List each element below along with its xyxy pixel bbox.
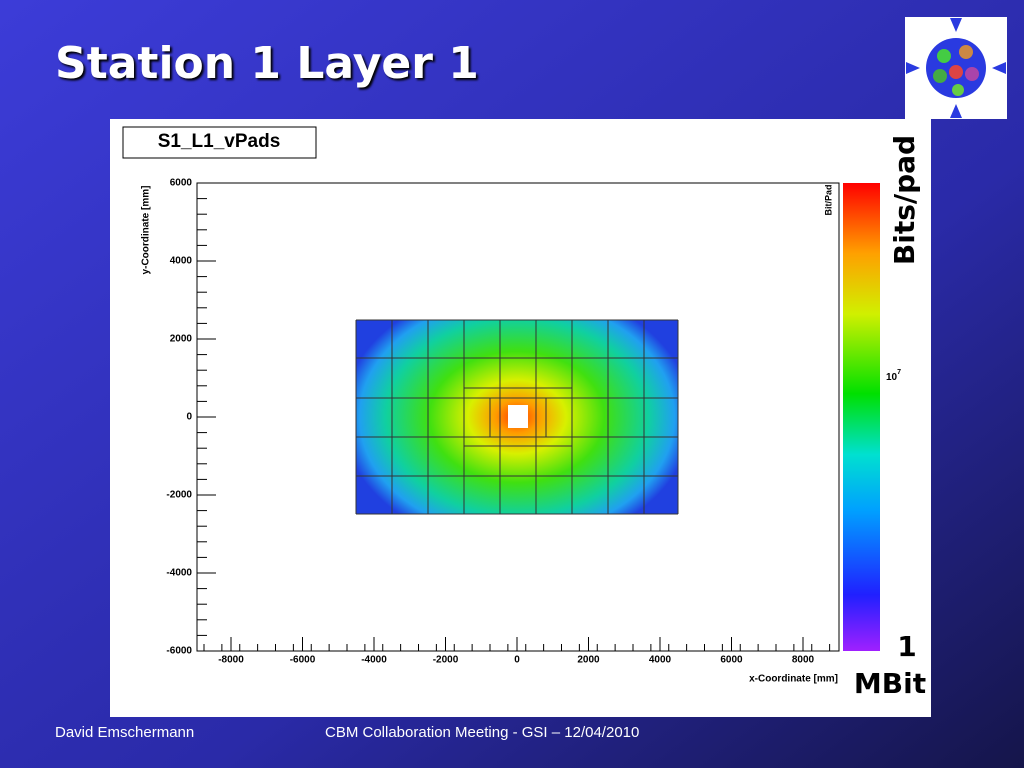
inner-module-block xyxy=(463,387,573,447)
heatmap xyxy=(356,320,678,514)
y-tick-label: -6000 xyxy=(166,646,192,657)
footer-author: David Emschermann xyxy=(55,724,194,741)
footer-event: CBM Collaboration Meeting - GSI – 12/04/… xyxy=(325,724,639,741)
histogram-title: S1_L1_vPads xyxy=(158,131,281,152)
module-outlines xyxy=(355,319,679,515)
x-axis-label: x-Coordinate [mm] xyxy=(749,674,838,685)
y-tick-label: 0 xyxy=(186,412,192,423)
x-tick-label: 2000 xyxy=(577,655,600,666)
min-value-annotation: 1 xyxy=(897,630,916,663)
tick-exponent: 7 xyxy=(897,369,901,376)
x-tick-label: -6000 xyxy=(290,655,316,666)
y-tick-label: 6000 xyxy=(170,178,193,189)
color-bar-label: Bit/Pad xyxy=(823,184,833,215)
x-tick-label: -8000 xyxy=(218,655,244,666)
x-tick-label: 8000 xyxy=(792,655,815,666)
x-tick-label: -4000 xyxy=(361,655,387,666)
y-axis-label: y-Coordinate [mm] xyxy=(141,186,152,275)
x-tick-label: 6000 xyxy=(720,655,743,666)
logo xyxy=(905,17,1007,119)
unit-annotation: Bits/pad xyxy=(888,135,921,265)
y-tick-label: 2000 xyxy=(170,334,193,345)
x-tick-label: 0 xyxy=(514,655,520,666)
y-tick-label: -4000 xyxy=(166,568,192,579)
x-tick-label: 4000 xyxy=(649,655,672,666)
color-bar xyxy=(843,183,880,651)
x-tick-label: -2000 xyxy=(433,655,459,666)
center-module-block xyxy=(489,397,547,438)
histogram-title-box xyxy=(122,126,317,159)
y-tick-label: 4000 xyxy=(170,256,193,267)
y-tick-label: -2000 xyxy=(166,490,192,501)
color-bar-tick: 107 xyxy=(886,369,901,383)
min-unit-annotation: MBit xyxy=(854,667,926,700)
slide-title: Station 1 Layer 1 xyxy=(55,38,479,89)
tick-base: 10 xyxy=(886,372,898,383)
